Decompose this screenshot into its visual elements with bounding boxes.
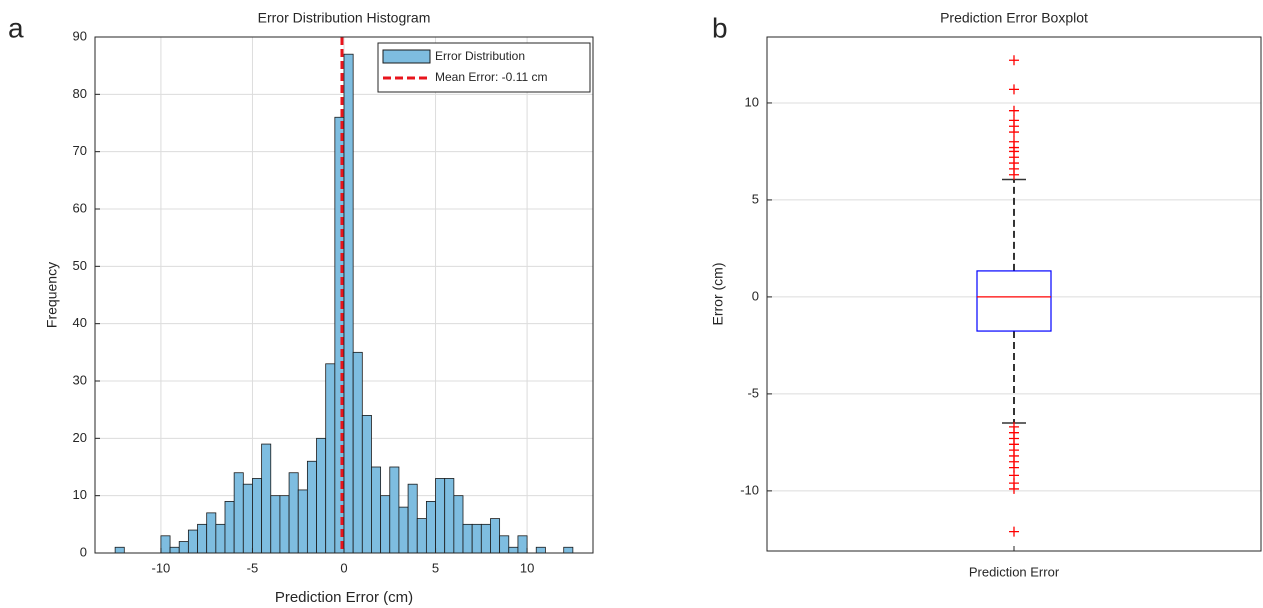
histogram-bar (444, 478, 455, 554)
outlier (1009, 526, 1019, 537)
legend-label: Mean Error: -0.11 cm (435, 70, 547, 84)
histogram-bar (398, 506, 409, 554)
box (976, 270, 1052, 332)
histogram-bar (197, 523, 208, 554)
histogram-bar (435, 478, 446, 554)
histogram-bar (316, 437, 327, 554)
y-tick-label: 40 (73, 315, 87, 330)
histogram-bar (508, 546, 519, 554)
x-tick-label: 0 (340, 560, 347, 575)
histogram-bar (187, 529, 198, 554)
histogram-bar (160, 535, 171, 554)
histogram-bar (425, 500, 436, 554)
histogram-bar (389, 466, 400, 554)
y-axis-label: Frequency (44, 262, 60, 328)
histogram-bar (407, 483, 418, 554)
x-tick-label: -5 (247, 560, 259, 575)
histogram-bar (352, 351, 363, 554)
chart-title: Error Distribution Histogram (258, 10, 431, 26)
histogram-bar (114, 546, 125, 554)
y-tick-label: 70 (73, 143, 87, 158)
outlier (1009, 84, 1019, 95)
histogram-bar (563, 546, 574, 554)
panel-label: a (8, 12, 24, 43)
histogram-bar (490, 518, 501, 554)
legend-patch (382, 49, 431, 64)
histogram-bar (480, 523, 491, 554)
y-tick-label: 0 (80, 544, 87, 559)
y-axis-label: Error (cm) (710, 263, 726, 326)
outlier (1009, 105, 1019, 116)
histogram-bar (233, 472, 244, 554)
outlier (1009, 169, 1019, 180)
outlier (1009, 55, 1019, 66)
y-tick-label: 0 (752, 288, 759, 303)
y-tick-label: 60 (73, 200, 87, 215)
histogram-bar (215, 523, 226, 554)
histogram-bar (499, 535, 510, 554)
y-tick-label: 20 (73, 430, 87, 445)
histogram-bar (453, 495, 464, 554)
y-tick-label: 5 (752, 191, 759, 206)
histogram-bar (270, 495, 281, 554)
histogram-bar (416, 518, 427, 554)
x-tick-label: -10 (152, 560, 171, 575)
histogram-bar (178, 541, 189, 554)
x-axis-label: Prediction Error (cm) (275, 589, 413, 606)
histogram-bar (517, 535, 528, 554)
y-tick-label: 30 (73, 372, 87, 387)
histogram-bar (279, 495, 290, 554)
axes-frame (766, 36, 1262, 552)
histogram-bar (343, 53, 354, 554)
histogram-bar (252, 478, 263, 554)
histogram-bar (380, 495, 391, 554)
y-tick-label: 10 (745, 94, 759, 109)
histogram-bar (471, 523, 482, 554)
histogram-bar (169, 546, 180, 554)
histogram-bar (371, 466, 382, 554)
histogram-bar (288, 472, 299, 554)
histogram-bar (242, 483, 253, 554)
y-tick-label: 90 (73, 28, 87, 43)
outlier (1009, 483, 1019, 494)
histogram-bar (261, 443, 272, 554)
axes-frame (94, 36, 594, 554)
y-tick-label: -5 (747, 385, 759, 400)
y-tick-label: 80 (73, 86, 87, 101)
histogram-bar (297, 489, 308, 554)
y-tick-label: 10 (73, 487, 87, 502)
y-tick-label: 50 (73, 258, 87, 273)
histogram-bar (535, 546, 546, 554)
histogram-bar (325, 363, 336, 554)
histogram-bar (462, 523, 473, 554)
y-tick-label: -10 (740, 482, 759, 497)
legend-label: Error Distribution (435, 49, 525, 63)
histogram-bar (224, 500, 235, 554)
histogram-bar (206, 512, 217, 554)
x-tick-label: Prediction Error (969, 564, 1060, 579)
histogram-bar (306, 460, 317, 554)
x-tick-label: 5 (432, 560, 439, 575)
chart-title: Prediction Error Boxplot (940, 10, 1088, 26)
histogram-bar (361, 414, 372, 554)
panel-label: b (712, 12, 728, 43)
x-tick-label: 10 (520, 560, 534, 575)
outlier (1009, 127, 1019, 138)
